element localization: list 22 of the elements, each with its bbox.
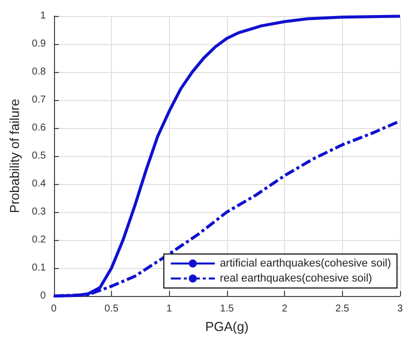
y-tick-label: 0 xyxy=(40,290,46,302)
y-tick-label: 0.9 xyxy=(32,38,46,50)
x-tick-label: 0.5 xyxy=(104,304,119,314)
y-tick-label: 0.7 xyxy=(32,94,46,106)
y-tick-label: 0.1 xyxy=(32,262,46,274)
y-tick-label: 0.5 xyxy=(32,150,46,162)
x-axis-title: PGA(g) xyxy=(205,319,249,334)
x-tick-label: 3 xyxy=(397,304,404,314)
y-tick-label: 0.4 xyxy=(32,178,46,190)
legend-label: real earthquakes(cohesive soil) xyxy=(220,272,372,284)
y-axis-title: Probability of failure xyxy=(7,98,22,214)
x-tick-label: 2 xyxy=(282,304,288,314)
legend-label: artificial earthquakes(cohesive soil) xyxy=(220,258,391,270)
x-tick-label: 2.5 xyxy=(335,304,350,314)
y-tick-label: 0.8 xyxy=(32,66,46,78)
y-tick-label: 0.3 xyxy=(32,206,46,218)
y-tick-label: 1 xyxy=(40,10,46,22)
y-tick-label: 0.6 xyxy=(32,122,46,134)
x-tick-label: 0 xyxy=(51,304,58,314)
y-tick-label: 0.2 xyxy=(32,234,46,246)
x-tick-label: 1 xyxy=(166,304,172,314)
x-tick-label: 1.5 xyxy=(220,304,234,314)
